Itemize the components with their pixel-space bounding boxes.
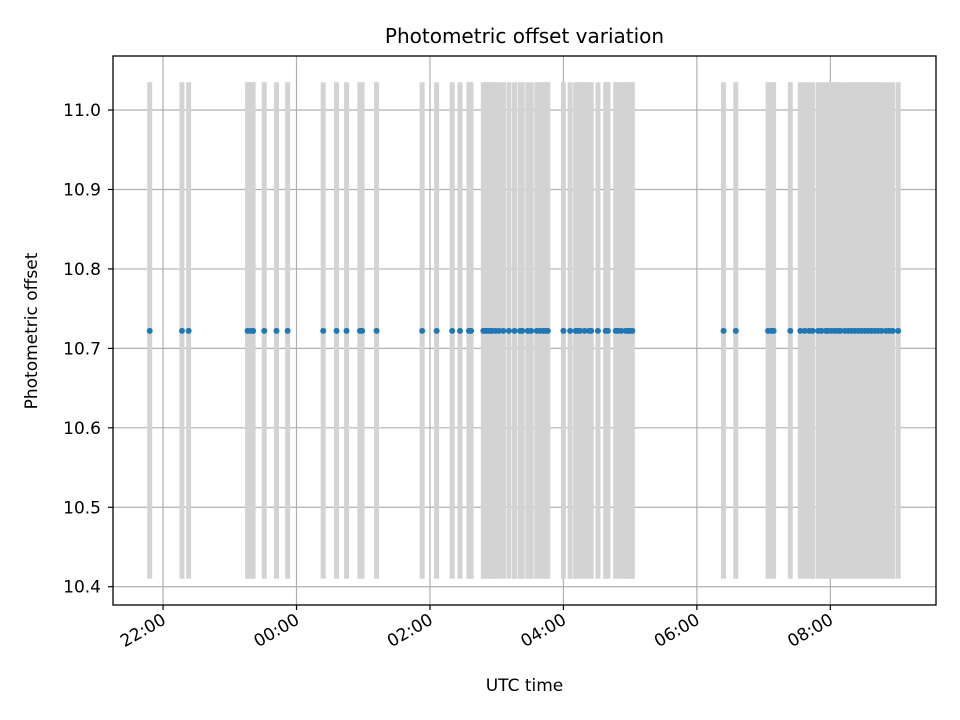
y-tick-label: 10.4	[63, 578, 101, 598]
data-point	[837, 327, 844, 334]
data-point	[895, 327, 902, 334]
data-point	[618, 327, 625, 334]
x-axis-label: UTC time	[486, 676, 564, 696]
data-point	[505, 327, 512, 334]
data-point	[495, 327, 502, 334]
data-point	[178, 327, 185, 334]
y-tick-label: 10.6	[63, 419, 101, 439]
data-point	[273, 327, 280, 334]
data-point	[544, 327, 551, 334]
data-point	[333, 327, 340, 334]
data-point	[581, 327, 588, 334]
y-tick-label: 10.7	[63, 339, 101, 359]
data-point	[594, 327, 601, 334]
data-point	[185, 327, 192, 334]
data-point	[770, 327, 777, 334]
data-point	[567, 327, 574, 334]
data-point	[250, 327, 257, 334]
data-point	[500, 327, 507, 334]
data-point	[449, 327, 456, 334]
data-point	[732, 327, 739, 334]
data-point	[720, 327, 727, 334]
data-point	[801, 327, 808, 334]
data-point	[797, 327, 804, 334]
y-tick-label: 11.0	[63, 101, 101, 121]
data-point	[284, 327, 291, 334]
plot-frame	[112, 55, 937, 606]
data-point	[261, 327, 268, 334]
y-tick-label: 10.5	[63, 498, 101, 518]
y-axis-label: Photometric offset	[22, 252, 42, 409]
data-point	[468, 327, 475, 334]
data-point	[519, 327, 526, 334]
chart-title: Photometric offset variation	[385, 24, 664, 48]
data-point	[809, 327, 816, 334]
data-point	[343, 327, 350, 334]
data-point	[511, 327, 518, 334]
data-point	[373, 327, 380, 334]
data-point	[818, 327, 825, 334]
data-point	[787, 327, 794, 334]
data-point	[629, 327, 636, 334]
data-point	[433, 327, 440, 334]
y-tick-label: 10.8	[63, 260, 101, 280]
data-points	[146, 327, 902, 334]
y-axis-ticks: 10.4 10.5 10.6 10.7 10.8 10.9 11.0	[63, 101, 113, 598]
y-tick-label: 10.9	[63, 180, 101, 200]
data-point	[419, 327, 426, 334]
data-point	[588, 327, 595, 334]
data-point	[320, 327, 327, 334]
data-point	[146, 327, 153, 334]
data-point	[577, 327, 584, 334]
data-point	[456, 327, 463, 334]
data-point	[560, 327, 567, 334]
data-point	[889, 327, 896, 334]
data-point	[528, 327, 535, 334]
data-point	[359, 327, 366, 334]
data-point	[604, 327, 611, 334]
data-point	[878, 327, 885, 334]
